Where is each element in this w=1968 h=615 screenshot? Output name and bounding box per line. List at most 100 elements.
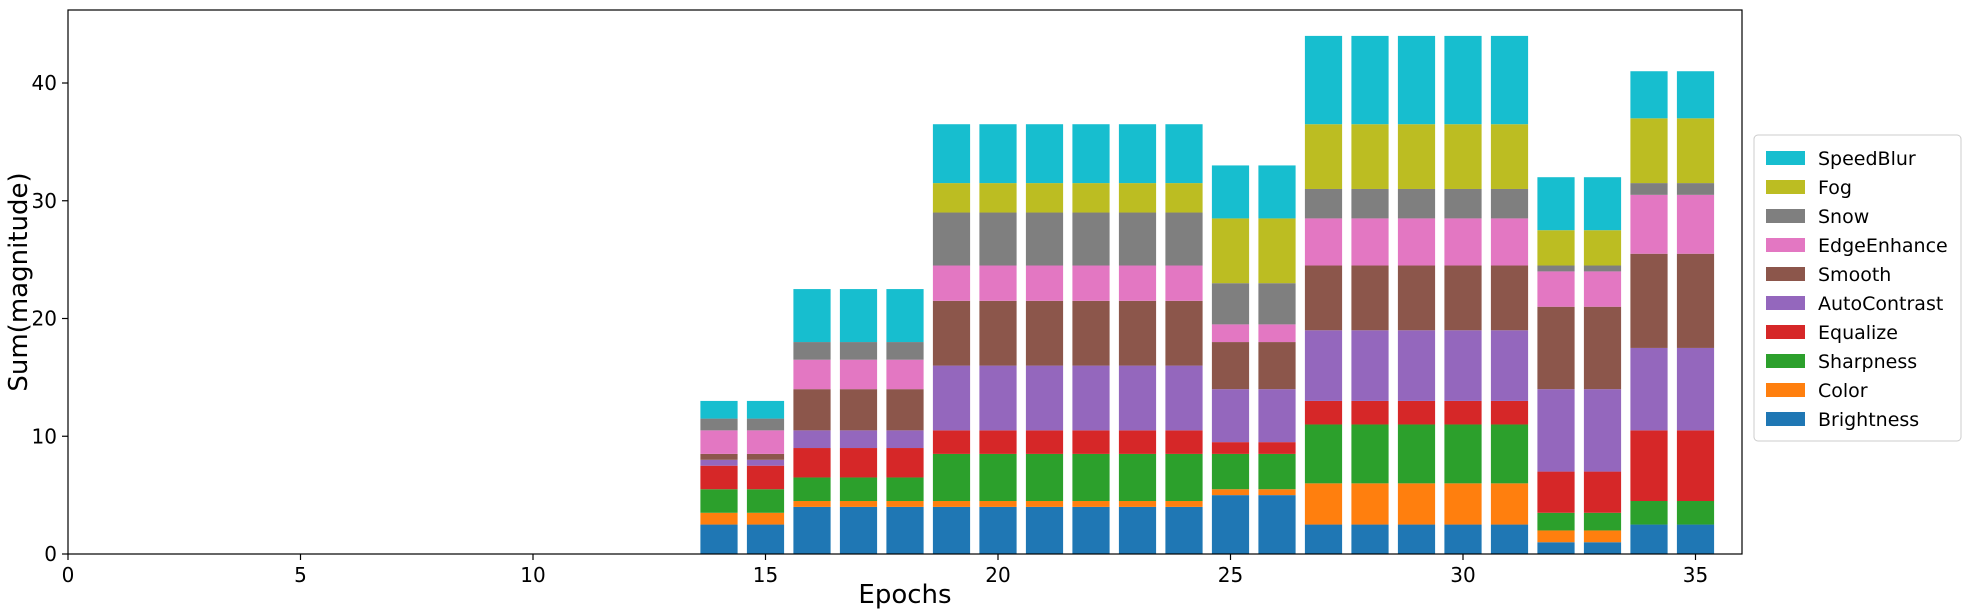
bar-segment-autocontrast-epoch-34 <box>1630 347 1668 431</box>
bar-segment-sharpness-epoch-16 <box>793 477 831 502</box>
legend-swatch-brightness <box>1766 412 1805 426</box>
legend-swatch-edgeenhance <box>1766 238 1805 252</box>
bar-segment-brightness-epoch-19 <box>932 506 971 554</box>
x-tick-label: 35 <box>1683 563 1708 587</box>
bar-segment-sharpness-epoch-35 <box>1676 501 1715 525</box>
bar-segment-snow-epoch-15 <box>746 418 785 431</box>
x-tick-label: 0 <box>62 563 75 587</box>
bar-segment-snow-epoch-35 <box>1676 183 1715 195</box>
bar-segment-edgeenhance-epoch-20 <box>979 265 1017 301</box>
legend-label-edgeenhance: EdgeEnhance <box>1818 235 1948 257</box>
bar-segment-edgeenhance-epoch-28 <box>1351 218 1389 266</box>
bar-segment-sharpness-epoch-26 <box>1258 453 1296 490</box>
bar-segment-autocontrast-epoch-33 <box>1583 389 1622 472</box>
bar-segment-color-epoch-20 <box>979 501 1017 507</box>
bar-segment-fog-epoch-30 <box>1444 124 1482 189</box>
bar-segment-edgeenhance-epoch-29 <box>1397 218 1436 266</box>
bar-segment-brightness-epoch-30 <box>1444 524 1482 554</box>
bar-segment-edgeenhance-epoch-17 <box>839 359 878 390</box>
bar-segment-autocontrast-epoch-15 <box>746 459 785 466</box>
y-tick-label: 30 <box>32 189 57 213</box>
legend-box <box>1753 134 1962 442</box>
bar-segment-color-epoch-30 <box>1444 483 1482 525</box>
bar-segment-sharpness-epoch-24 <box>1165 453 1203 502</box>
bar-segment-fog-epoch-19 <box>932 183 971 213</box>
bar-segment-edgeenhance-epoch-15 <box>746 430 785 454</box>
bar-segment-smooth-epoch-32 <box>1537 306 1575 390</box>
bar-segment-snow-epoch-21 <box>1025 212 1064 266</box>
bar-segment-fog-epoch-26 <box>1258 218 1296 284</box>
bar-segment-smooth-epoch-14 <box>700 453 738 460</box>
bar-segment-snow-epoch-28 <box>1351 188 1389 219</box>
bar-segment-equalize-epoch-32 <box>1537 471 1575 513</box>
bar-segment-color-epoch-33 <box>1583 530 1622 543</box>
bar-segment-sharpness-epoch-15 <box>746 489 785 513</box>
bar-segment-brightness-epoch-28 <box>1351 524 1389 554</box>
bar-segment-snow-epoch-34 <box>1630 183 1668 195</box>
bar-segment-fog-epoch-21 <box>1025 183 1064 213</box>
bar-segment-brightness-epoch-31 <box>1490 524 1529 554</box>
bar-segment-autocontrast-epoch-27 <box>1304 330 1343 401</box>
bar-segment-autocontrast-epoch-30 <box>1444 330 1482 401</box>
bar-segment-color-epoch-16 <box>793 501 831 507</box>
bar-segment-smooth-epoch-24 <box>1165 300 1203 366</box>
bar-segment-brightness-epoch-15 <box>746 524 785 554</box>
x-axis: 0 5 10 15 20 25 30 35 <box>62 554 1708 587</box>
bar-segment-color-epoch-15 <box>746 512 785 525</box>
bar-segment-fog-epoch-24 <box>1165 183 1203 213</box>
legend-swatch-sharpness <box>1766 354 1805 368</box>
bar-segment-speedblur-epoch-20 <box>979 124 1017 184</box>
bar-segment-fog-epoch-33 <box>1583 230 1622 266</box>
bar-segment-equalize-epoch-21 <box>1025 430 1064 454</box>
bar-segment-sharpness-epoch-20 <box>979 453 1017 502</box>
bar-segment-speedblur-epoch-33 <box>1583 177 1622 231</box>
bar-segment-smooth-epoch-26 <box>1258 342 1296 390</box>
legend-swatch-autocontrast <box>1766 296 1805 310</box>
legend-label-color: Color <box>1818 380 1868 402</box>
bar-segment-autocontrast-epoch-23 <box>1118 365 1157 431</box>
bar-segment-equalize-epoch-17 <box>839 448 878 478</box>
bar-segment-snow-epoch-20 <box>979 212 1017 266</box>
bar-segment-color-epoch-18 <box>886 501 924 507</box>
bar-segment-snow-epoch-22 <box>1072 212 1110 266</box>
bar-segment-autocontrast-epoch-22 <box>1072 365 1110 431</box>
bar-segment-fog-epoch-23 <box>1118 183 1157 213</box>
y-tick-label: 10 <box>32 424 57 448</box>
bar-segment-snow-epoch-33 <box>1583 265 1622 272</box>
bar-segment-color-epoch-14 <box>700 512 738 525</box>
y-tick-label: 40 <box>32 71 57 95</box>
bar-segment-autocontrast-epoch-29 <box>1397 330 1436 401</box>
bar-segment-autocontrast-epoch-24 <box>1165 365 1203 431</box>
bar-segment-color-epoch-17 <box>839 501 878 507</box>
bar-segment-edgeenhance-epoch-30 <box>1444 218 1482 266</box>
bar-segment-speedblur-epoch-22 <box>1072 124 1110 184</box>
legend-swatch-smooth <box>1766 267 1805 281</box>
legend-label-speedblur: SpeedBlur <box>1818 148 1916 170</box>
bar-segment-brightness-epoch-21 <box>1025 506 1064 554</box>
bar-segment-color-epoch-27 <box>1304 483 1343 525</box>
plot-area-frame <box>67 9 1743 555</box>
bar-segment-smooth-epoch-19 <box>932 300 971 366</box>
bar-segment-edgeenhance-epoch-22 <box>1072 265 1110 301</box>
bar-segment-sharpness-epoch-14 <box>700 489 738 513</box>
bar-segment-speedblur-epoch-32 <box>1537 177 1575 231</box>
bar-segment-brightness-epoch-29 <box>1397 524 1436 554</box>
bar-segment-autocontrast-epoch-19 <box>932 365 971 431</box>
bar-segment-autocontrast-epoch-25 <box>1211 389 1250 443</box>
bar-segment-equalize-epoch-24 <box>1165 430 1203 454</box>
bar-segment-autocontrast-epoch-35 <box>1676 347 1715 431</box>
bar-segment-autocontrast-epoch-18 <box>886 430 924 449</box>
bar-segment-brightness-epoch-25 <box>1211 495 1250 554</box>
bar-segment-brightness-epoch-17 <box>839 506 878 554</box>
bar-segment-smooth-epoch-30 <box>1444 265 1482 331</box>
legend-label-smooth: Smooth <box>1818 264 1891 286</box>
bar-segment-sharpness-epoch-18 <box>886 477 924 502</box>
bar-segment-equalize-epoch-31 <box>1490 400 1529 425</box>
bar-segment-edgeenhance-epoch-16 <box>793 359 831 390</box>
bar-segment-edgeenhance-epoch-27 <box>1304 218 1343 266</box>
bar-segment-snow-epoch-19 <box>932 212 971 266</box>
bar-segment-edgeenhance-epoch-14 <box>700 430 738 454</box>
bar-segment-color-epoch-31 <box>1490 483 1529 525</box>
bar-segment-speedblur-epoch-31 <box>1490 35 1529 125</box>
